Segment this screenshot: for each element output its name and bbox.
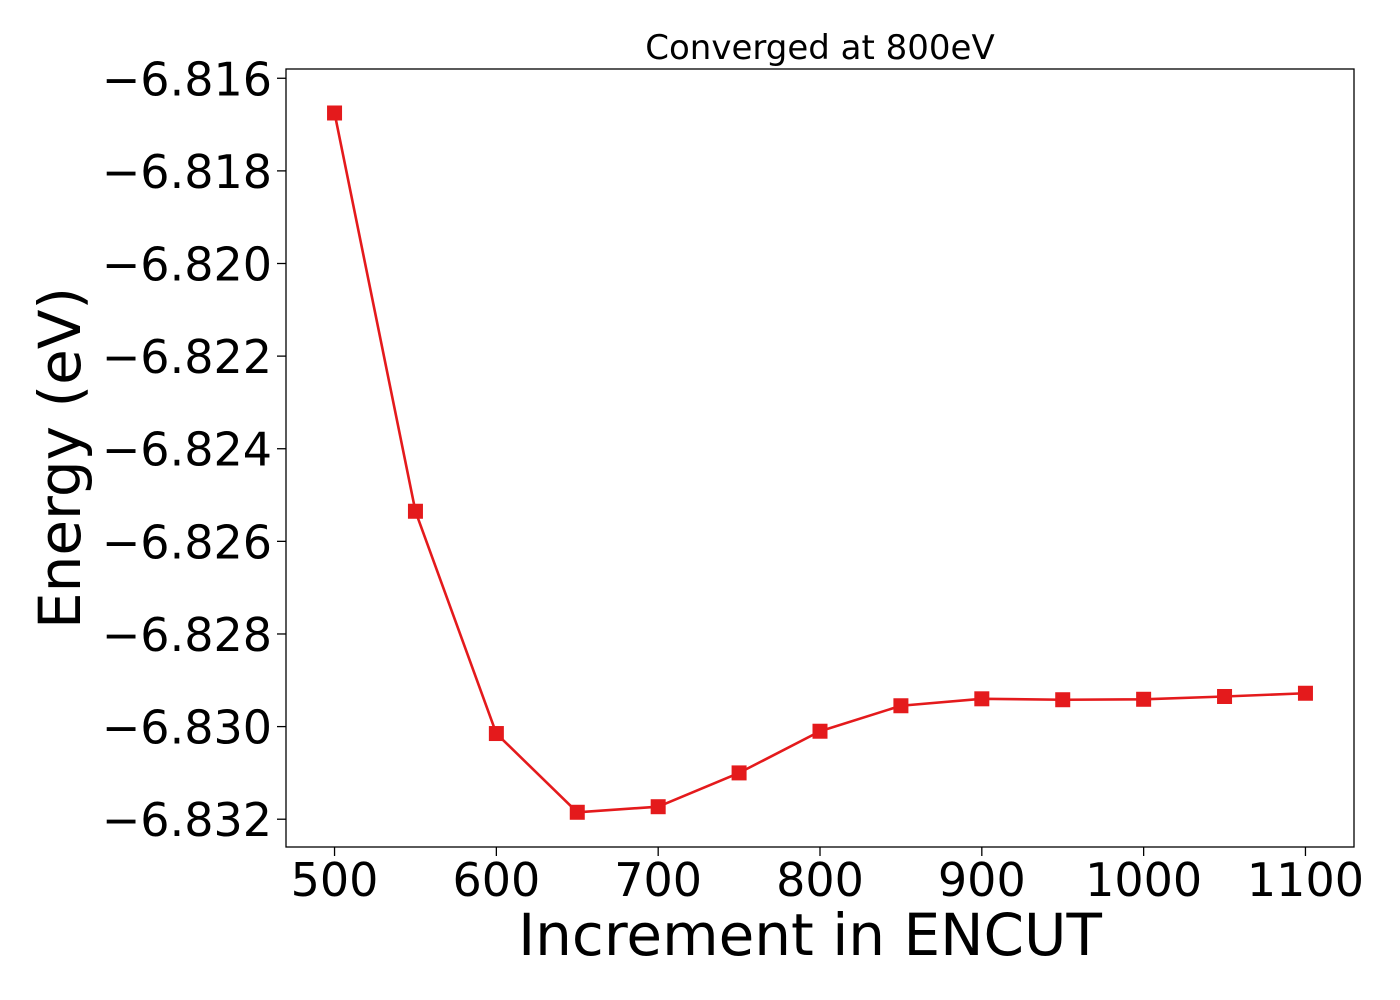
y-tick-label: −6.832 [102, 793, 272, 847]
chart-title: Converged at 800eV [645, 28, 994, 68]
x-tick-label: 900 [938, 853, 1026, 907]
x-tick-label: 600 [452, 853, 540, 907]
x-tick-label: 500 [291, 853, 379, 907]
series-line [333, 112, 1306, 814]
y-tick-label: −6.822 [102, 330, 272, 384]
data-point [1055, 692, 1071, 708]
x-tick-label: 700 [614, 853, 702, 907]
data-point [327, 105, 343, 121]
y-tick-label: −6.816 [102, 52, 272, 106]
data-point [650, 799, 666, 815]
y-tick-label: −6.818 [102, 145, 272, 199]
y-tick-label: −6.830 [102, 701, 272, 755]
y-axis-label: Energy (eV) [26, 287, 94, 629]
data-point [731, 765, 747, 781]
data-point [893, 698, 909, 714]
data-point [1217, 688, 1233, 704]
x-axis-label: Increment in ENCUT [518, 901, 1102, 969]
data-point [407, 503, 423, 519]
y-tick-label: −6.828 [102, 608, 272, 662]
data-point [1136, 691, 1152, 707]
x-tick-label: 800 [776, 853, 864, 907]
data-point [974, 691, 990, 707]
data-point [488, 726, 504, 742]
x-tick-label: 1000 [1085, 853, 1202, 907]
y-tick-label: −6.820 [102, 238, 272, 292]
y-tick-label: −6.824 [102, 423, 272, 477]
y-tick-label: −6.826 [102, 515, 272, 569]
x-tick-label: 1100 [1247, 853, 1364, 907]
data-point [569, 804, 585, 820]
data-point [1297, 685, 1313, 701]
data-point [812, 723, 828, 739]
